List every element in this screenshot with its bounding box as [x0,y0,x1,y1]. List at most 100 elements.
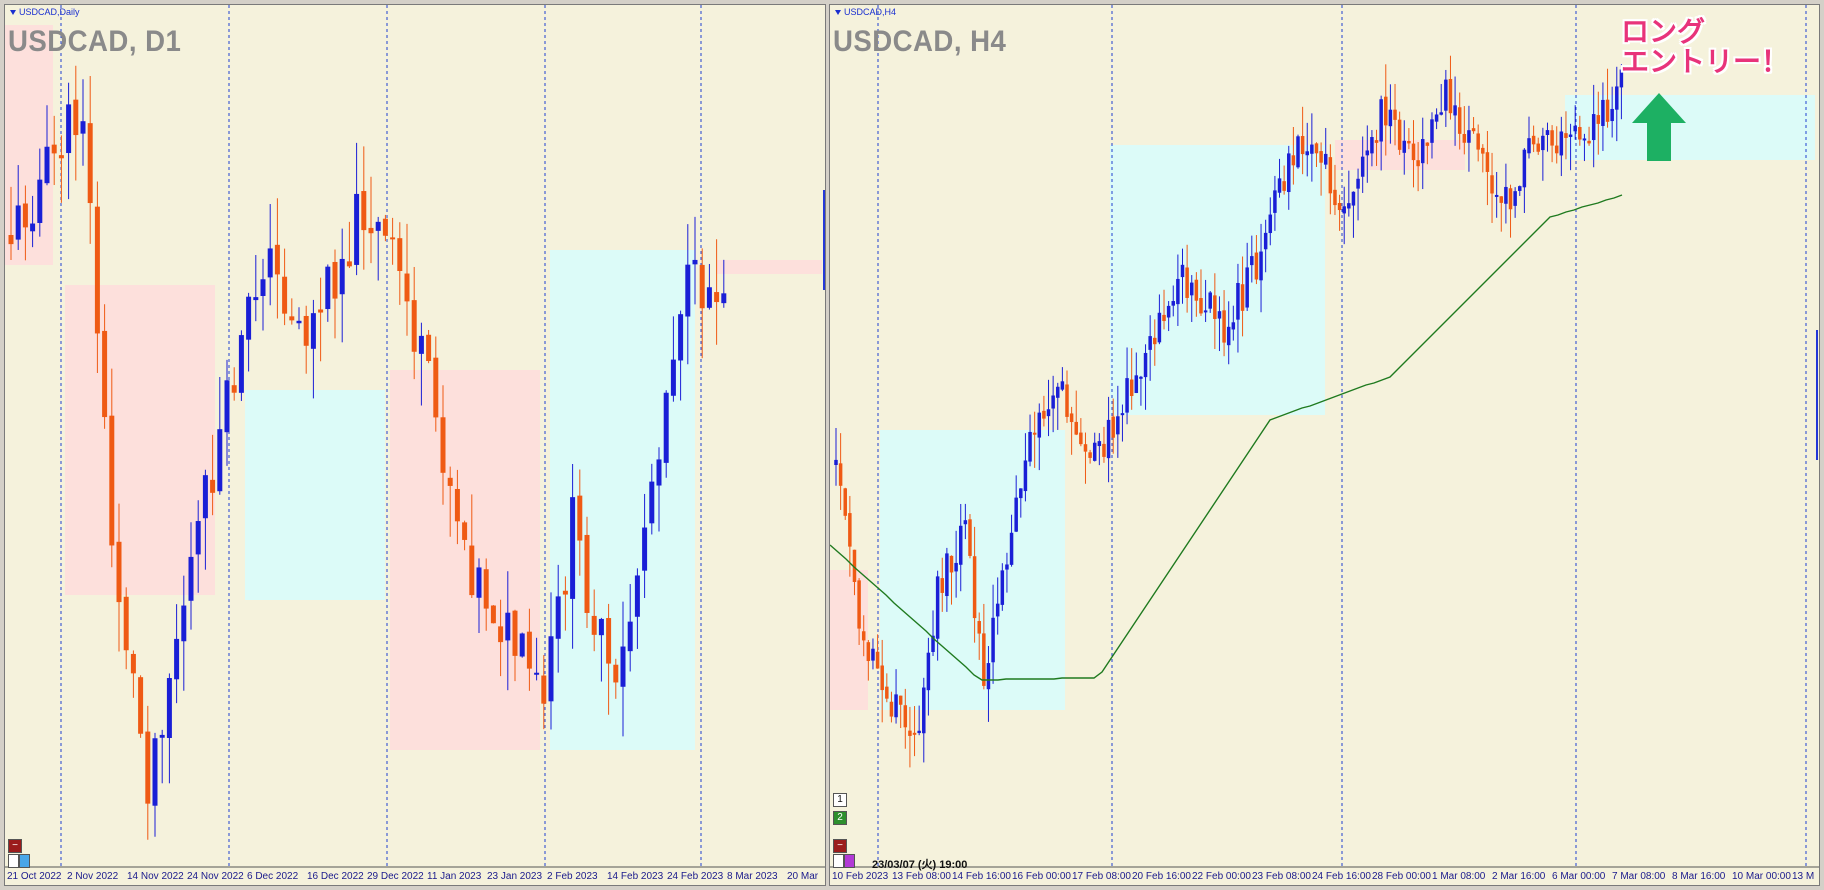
bear-candle [462,522,468,540]
bull-candle [1351,191,1356,206]
bull-candle [1323,153,1328,165]
bear-candle [1490,175,1494,194]
bull-candle [1444,79,1448,111]
bear-candle [51,144,57,154]
time-axis-label: 24 Feb 16:00 [1312,871,1371,882]
bull-candle [260,279,266,297]
time-axis-label: 14 Nov 2022 [127,871,184,882]
bull-candle [986,663,991,690]
bull-candle [375,221,381,231]
bull-candle [1171,301,1176,306]
bull-candle [174,638,180,680]
bull-candle [1245,267,1249,308]
bull-candle [1541,135,1545,151]
bear-candle [1416,160,1420,167]
tf-button-1[interactable]: 1 [833,793,847,807]
cursor-icon[interactable] [8,854,19,868]
bear-candle [1102,443,1106,457]
dropdown-triangle-icon[interactable] [835,10,841,16]
bull-candle [1166,305,1171,318]
moving-average-line [830,194,1623,681]
bull-candle [296,320,302,324]
chart-mode-icon[interactable] [844,854,855,868]
supply-zone [830,570,868,710]
bear-candle [498,626,504,643]
bull-candle [1203,310,1208,313]
time-axis-label: 10 Mar 00:00 [1732,871,1791,882]
chart-window-daily[interactable]: USDCAD,Daily USDCAD, D1 − 21 Oct 2022 2 N… [4,4,826,886]
bear-candle [1407,140,1411,144]
bear-candle [912,732,917,735]
bear-candle [123,596,129,651]
bear-candle [1471,128,1476,132]
bear-candle [940,578,945,593]
minus-icon[interactable]: − [8,839,22,853]
bull-candle [1148,336,1152,350]
time-axis-label: 16 Dec 2022 [307,871,364,882]
bull-candle [1097,441,1102,447]
time-axis-label: 23 Jan 2023 [487,871,543,882]
bull-candle [1005,564,1009,570]
bear-candle [87,123,93,204]
bull-candle [1582,138,1587,141]
bull-candle [1051,395,1055,409]
demand-zone [1110,145,1325,415]
bear-candle [699,264,705,309]
bull-candle [1189,282,1194,296]
bull-candle [1116,416,1120,435]
bear-candle [857,580,861,629]
bull-candle [945,553,949,597]
tf-button-2[interactable]: 2 [833,811,847,825]
bear-candle [1213,295,1217,319]
bull-candle [1157,312,1162,343]
bear-candle [469,545,475,596]
bear-candle [361,191,367,231]
bull-candle [253,297,259,301]
bull-candle [1504,186,1508,204]
bull-candle [1014,497,1018,532]
bull-candle [1296,136,1300,168]
bear-candle [1397,119,1402,150]
bull-candle [217,429,223,492]
bear-candle [1425,142,1430,146]
bear-candle [73,99,79,136]
time-axis-label: 1 Mar 08:00 [1432,871,1486,882]
bear-candle [1129,379,1134,396]
time-axis-label: 23 Feb 08:00 [1252,871,1311,882]
bear-candle [368,227,374,234]
bull-candle [954,562,958,572]
bear-candle [411,300,417,352]
bull-candle [166,678,172,738]
bear-candle [1337,202,1342,211]
bull-candle [721,293,727,304]
bear-candle [1194,279,1199,301]
bull-candle [1092,442,1097,461]
cursor-icon[interactable] [833,854,844,868]
bear-candle [584,534,590,613]
chart-mode-icon[interactable] [19,854,30,868]
time-axis-label: 22 Feb 00:00 [1192,871,1251,882]
bear-candle [1042,410,1046,419]
dropdown-triangle-icon[interactable] [10,10,16,16]
bear-candle [1069,413,1074,423]
bull-candle [1347,203,1351,209]
bear-candle [1079,432,1083,445]
time-axis-label: 16 Feb 00:00 [1012,871,1071,882]
bull-candle [1518,186,1522,191]
bear-candle [889,701,894,717]
bull-candle [670,359,676,396]
bear-candle [1384,96,1388,126]
bear-candle [210,479,216,493]
bear-candle [1319,151,1323,163]
chart-window-h4[interactable]: USDCAD,H4 USDCAD, H4 1 2 − 23/03/07 (火) … [829,4,1820,886]
bull-candle [1106,419,1111,459]
chart-symbol-label: USDCAD,Daily [10,7,80,17]
minus-icon[interactable]: − [833,839,847,853]
callout-line-1: ロング [1620,16,1705,47]
bear-candle [454,488,460,522]
bull-candle [354,193,360,265]
bear-candle [1550,130,1554,146]
bear-candle [972,556,977,619]
bear-candle [861,631,866,641]
bear-candle [1162,314,1166,322]
